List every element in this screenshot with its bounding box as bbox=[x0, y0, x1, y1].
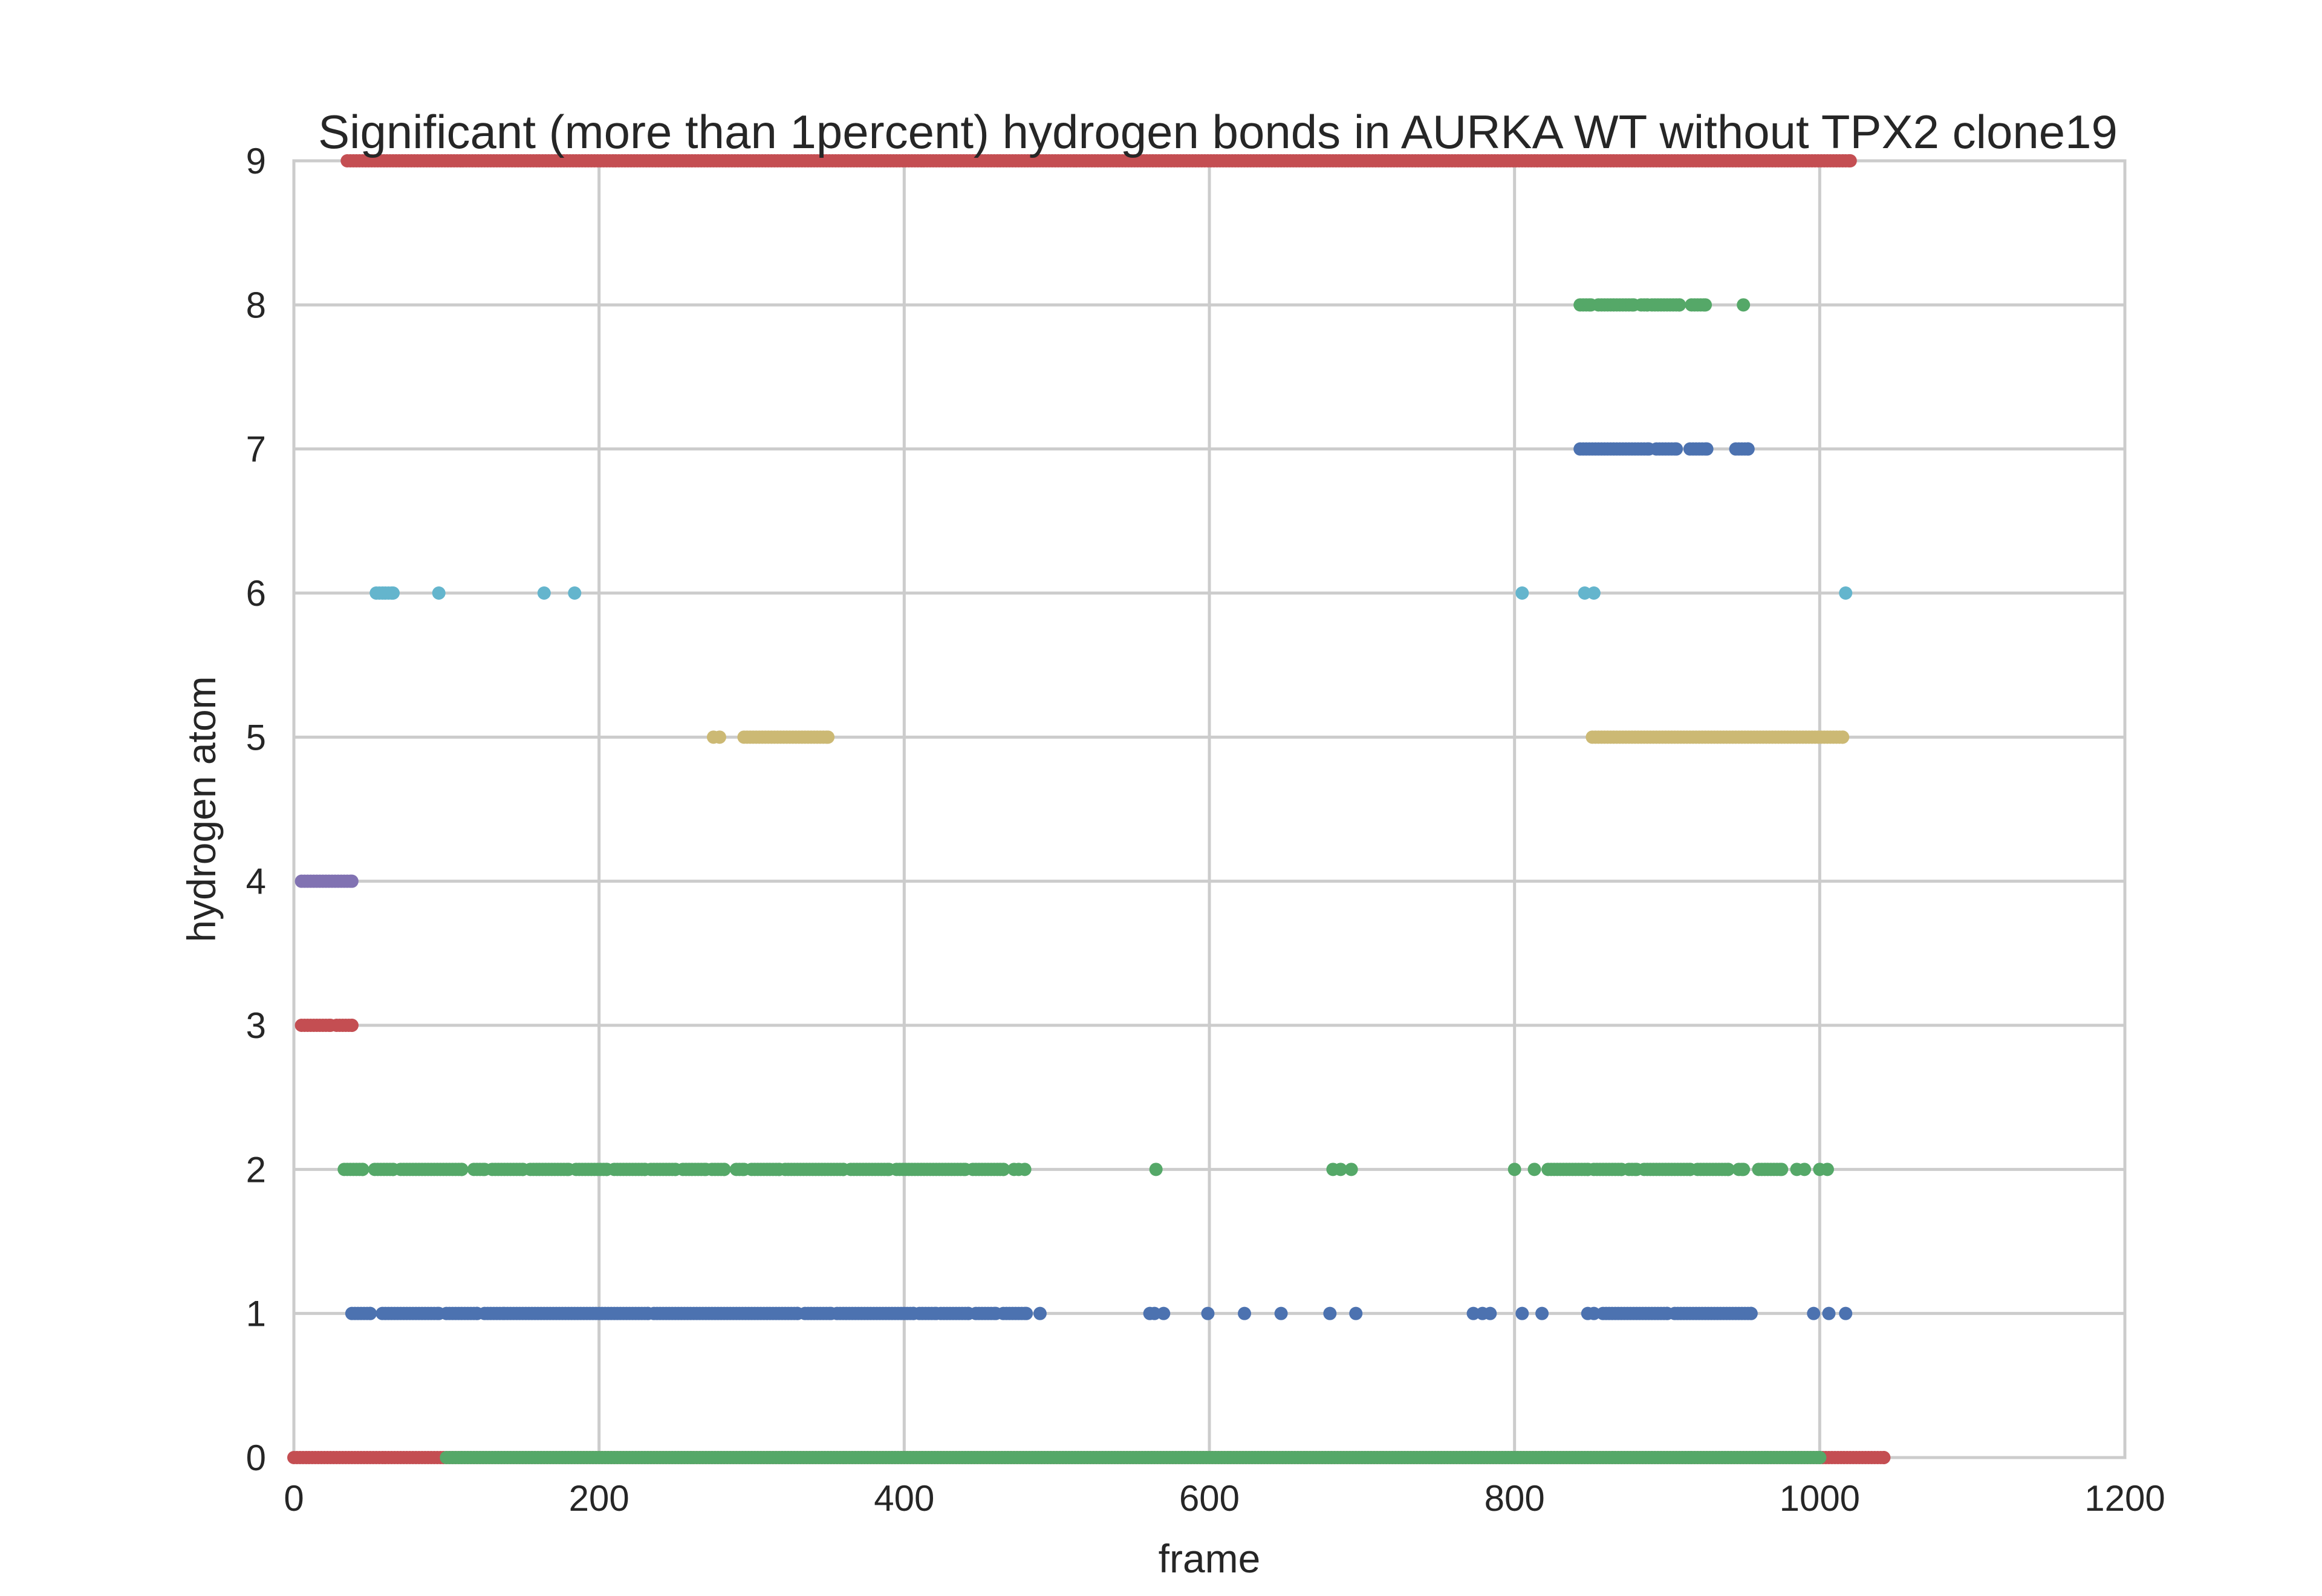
data-points bbox=[287, 154, 1891, 1464]
data-point bbox=[1323, 1306, 1337, 1320]
data-point bbox=[1699, 298, 1712, 312]
y-axis-title: hydrogen atom bbox=[179, 676, 224, 942]
data-point bbox=[1018, 1163, 1032, 1176]
data-point bbox=[386, 586, 400, 600]
data-point bbox=[363, 1306, 377, 1320]
y-tick-label: 6 bbox=[246, 573, 266, 614]
data-point bbox=[821, 730, 835, 744]
x-tick-label: 1000 bbox=[1780, 1478, 1860, 1519]
data-point bbox=[1798, 1163, 1812, 1176]
data-point bbox=[1578, 586, 1592, 600]
data-point bbox=[1238, 1306, 1252, 1320]
y-tick-label: 9 bbox=[246, 141, 266, 181]
data-point bbox=[1807, 1306, 1821, 1320]
data-point bbox=[1515, 1306, 1529, 1320]
y-tick-label: 5 bbox=[246, 717, 266, 757]
data-point bbox=[997, 1163, 1010, 1176]
x-tick-label: 400 bbox=[874, 1478, 934, 1519]
y-tick-label: 1 bbox=[246, 1294, 266, 1334]
data-point bbox=[537, 586, 551, 600]
y-tick-label: 8 bbox=[246, 285, 266, 325]
data-point bbox=[1349, 1306, 1363, 1320]
data-point bbox=[1670, 442, 1683, 456]
data-point bbox=[1839, 586, 1853, 600]
y-tick-label: 7 bbox=[246, 429, 266, 470]
data-point bbox=[1148, 1306, 1162, 1320]
data-point bbox=[1527, 1163, 1541, 1176]
data-point bbox=[1877, 1451, 1891, 1464]
data-point bbox=[1587, 586, 1601, 600]
data-point bbox=[1157, 1306, 1171, 1320]
data-point bbox=[1820, 1163, 1834, 1176]
data-point bbox=[1020, 1306, 1033, 1320]
data-point bbox=[717, 1163, 731, 1176]
data-point bbox=[1775, 1163, 1789, 1176]
data-point bbox=[1344, 1163, 1358, 1176]
data-point bbox=[455, 1163, 469, 1176]
y-tick-label: 3 bbox=[246, 1005, 266, 1046]
data-point bbox=[1721, 1163, 1735, 1176]
data-point bbox=[432, 586, 446, 600]
data-point bbox=[1483, 1306, 1497, 1320]
x-tick-labels: 0 200 400 600 800 1000 1200 bbox=[284, 1478, 2165, 1519]
y-tick-label: 2 bbox=[246, 1149, 266, 1190]
chart-title: Significant (more than 1percent) hydroge… bbox=[318, 105, 2118, 158]
x-axis-title: frame bbox=[1159, 1536, 1261, 1581]
y-tick-label: 4 bbox=[246, 861, 266, 902]
data-point bbox=[1507, 1163, 1521, 1176]
data-point bbox=[1843, 154, 1857, 167]
data-point bbox=[1466, 1306, 1480, 1320]
data-point bbox=[1737, 298, 1751, 312]
y-tick-label: 0 bbox=[246, 1438, 266, 1478]
data-point bbox=[1033, 1306, 1047, 1320]
data-point bbox=[1535, 1306, 1549, 1320]
y-tick-labels: 0 1 2 3 4 5 6 7 8 9 bbox=[246, 141, 266, 1478]
x-tick-label: 200 bbox=[569, 1478, 629, 1519]
data-point bbox=[1587, 1306, 1601, 1320]
x-tick-label: 1200 bbox=[2084, 1478, 2165, 1519]
data-point bbox=[345, 1019, 359, 1032]
data-point bbox=[1822, 1306, 1836, 1320]
data-point bbox=[1744, 1306, 1758, 1320]
data-point bbox=[1741, 442, 1755, 456]
grid-lines bbox=[292, 159, 2127, 1459]
x-tick-label: 0 bbox=[284, 1478, 304, 1519]
data-point bbox=[1700, 442, 1714, 456]
data-point bbox=[1737, 1163, 1751, 1176]
data-point bbox=[1839, 1306, 1853, 1320]
data-point bbox=[1836, 730, 1850, 744]
data-point bbox=[1813, 1451, 1827, 1464]
data-point bbox=[356, 1163, 369, 1176]
data-point bbox=[1149, 1163, 1163, 1176]
data-point bbox=[1334, 1163, 1348, 1176]
data-point bbox=[345, 874, 359, 888]
data-point bbox=[713, 730, 727, 744]
data-point bbox=[568, 586, 582, 600]
data-point bbox=[1201, 1306, 1215, 1320]
x-tick-label: 800 bbox=[1485, 1478, 1545, 1519]
data-point bbox=[1515, 586, 1529, 600]
data-point bbox=[1673, 298, 1686, 312]
x-tick-label: 600 bbox=[1179, 1478, 1240, 1519]
data-point bbox=[1274, 1306, 1288, 1320]
